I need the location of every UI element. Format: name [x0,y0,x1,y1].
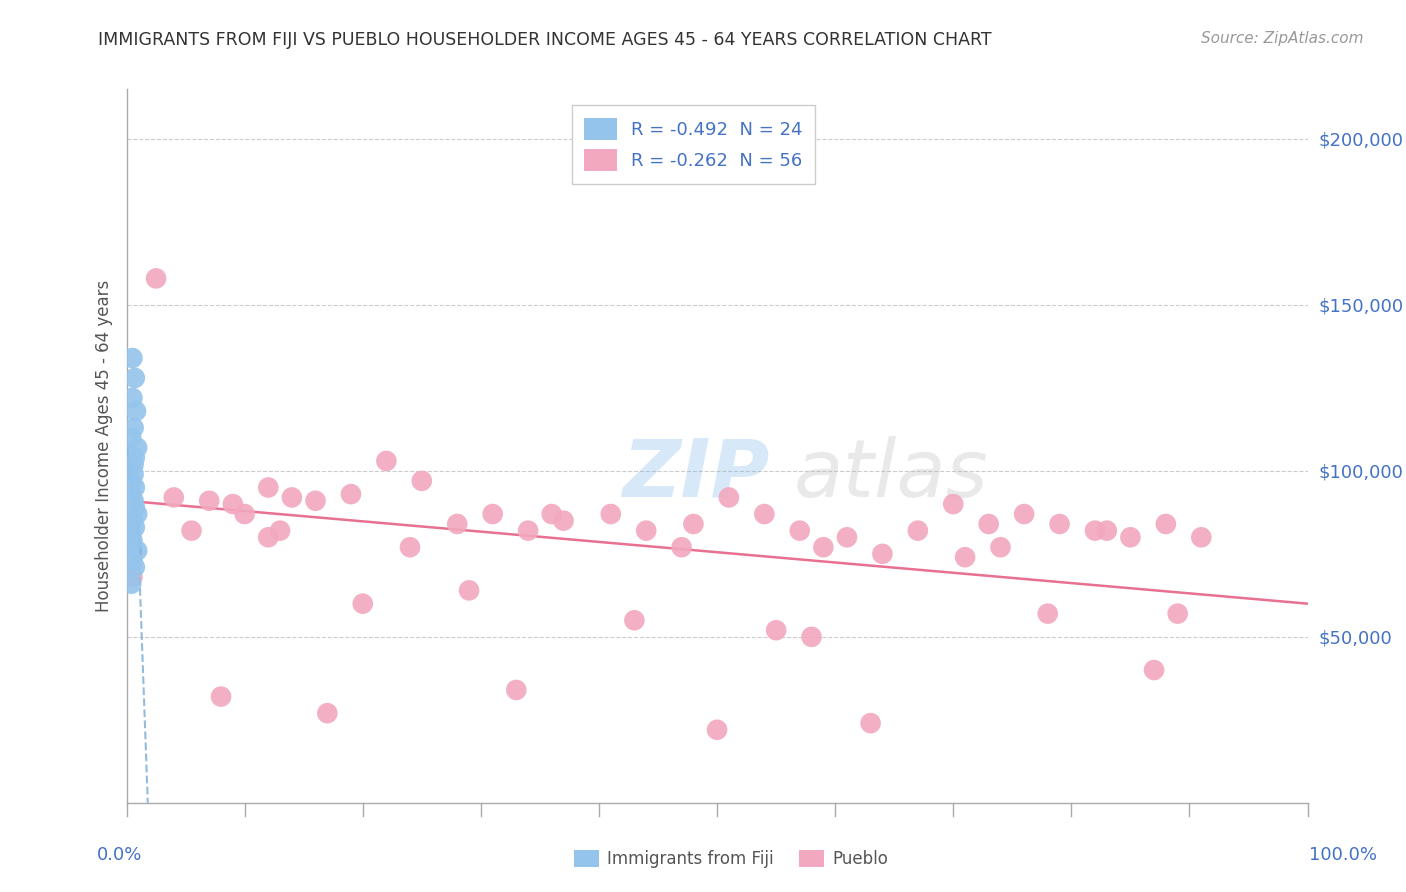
Point [257,530,280,544]
Point [481,507,503,521]
Point [121,391,143,405]
Point [121,351,143,365]
Point [304,493,326,508]
Point [623,613,645,627]
Point [765,624,787,638]
Point [671,540,693,554]
Point [125,404,148,418]
Point [517,524,540,538]
Point [281,491,304,505]
Point [122,457,145,471]
Point [835,530,858,544]
Point [124,481,146,495]
Point [706,723,728,737]
Point [120,527,142,541]
Point [122,421,145,435]
Point [180,524,202,538]
Point [813,540,835,554]
Point [1049,516,1071,531]
Point [122,467,145,482]
Point [599,507,621,521]
Point [375,454,398,468]
Point [257,481,280,495]
Point [977,516,1000,531]
Point [222,497,245,511]
Point [754,507,776,521]
Text: IMMIGRANTS FROM FIJI VS PUEBLO HOUSEHOLDER INCOME AGES 45 - 64 YEARS CORRELATION: IMMIGRANTS FROM FIJI VS PUEBLO HOUSEHOLD… [98,31,993,49]
Point [1143,663,1166,677]
Point [553,514,575,528]
Point [209,690,232,704]
Point [124,500,146,515]
Legend: Immigrants from Fiji, Pueblo: Immigrants from Fiji, Pueblo [568,843,894,875]
Point [540,507,562,521]
Point [446,516,468,531]
Point [1154,516,1177,531]
Point [907,524,929,538]
Point [163,491,186,505]
Point [1119,530,1142,544]
Point [124,450,146,465]
Text: 100.0%: 100.0% [1309,846,1376,863]
Point [1084,524,1107,538]
Point [121,514,143,528]
Point [953,550,976,565]
Point [120,487,142,501]
Text: Source: ZipAtlas.com: Source: ZipAtlas.com [1201,31,1364,46]
Text: ZIP: ZIP [623,435,770,514]
Point [127,441,149,455]
Point [800,630,823,644]
Point [340,487,363,501]
Point [269,524,291,538]
Point [636,524,658,538]
Point [1095,524,1118,538]
Point [1036,607,1059,621]
Point [682,516,704,531]
Point [942,497,965,511]
Point [990,540,1012,554]
Point [458,583,481,598]
Point [124,520,146,534]
Point [859,716,882,731]
Text: atlas: atlas [794,435,988,514]
Point [717,491,740,505]
Point [316,706,339,721]
Point [121,553,143,567]
Point [145,271,167,285]
Point [124,560,146,574]
Text: 0.0%: 0.0% [97,846,142,863]
Point [122,493,145,508]
Point [124,371,146,385]
Point [399,540,422,554]
Point [411,474,433,488]
Point [127,543,149,558]
Point [1189,530,1212,544]
Point [120,576,142,591]
Point [121,570,143,584]
Point [127,507,149,521]
Point [872,547,894,561]
Legend: R = -0.492  N = 24, R = -0.262  N = 56: R = -0.492 N = 24, R = -0.262 N = 56 [572,105,815,184]
Point [120,474,142,488]
Point [352,597,374,611]
Point [120,431,142,445]
Y-axis label: Householder Income Ages 45 - 64 years: Householder Income Ages 45 - 64 years [94,280,112,612]
Point [198,493,221,508]
Point [233,507,256,521]
Point [1012,507,1035,521]
Point [121,533,143,548]
Point [789,524,811,538]
Point [505,682,527,697]
Point [1167,607,1189,621]
